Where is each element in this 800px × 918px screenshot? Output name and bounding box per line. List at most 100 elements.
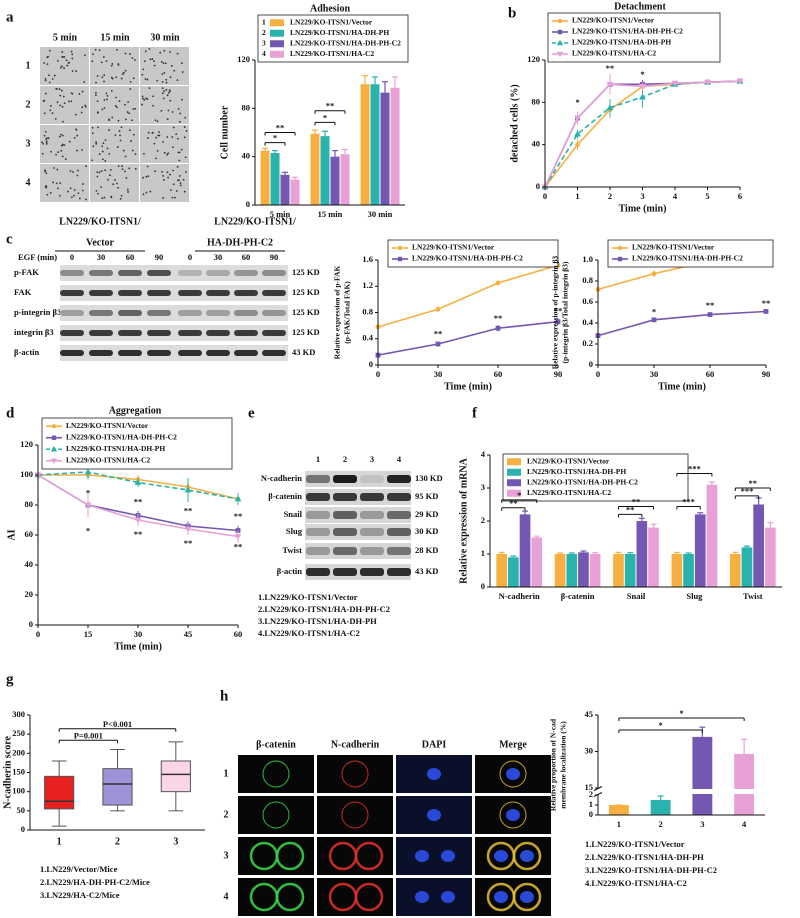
x-tick-label: β-catenin	[561, 591, 595, 601]
cell-dot	[46, 193, 49, 196]
y-tick-label: 100	[12, 786, 25, 796]
cell-dot	[104, 139, 107, 142]
blot-subgroup: HA-DH-PH-C2	[207, 237, 273, 248]
blot-band	[387, 511, 411, 519]
y-tick-label: 60	[25, 529, 34, 539]
blot-band	[118, 290, 142, 296]
legend-swatch	[507, 489, 521, 497]
significance-label: *	[86, 488, 90, 498]
micrograph	[90, 86, 139, 124]
marker	[84, 502, 92, 509]
marker	[651, 271, 657, 277]
x-tick-label: 4	[673, 191, 678, 201]
blot-band	[387, 475, 411, 483]
cell-dot	[162, 62, 165, 64]
y-tick-label: 80	[25, 499, 34, 509]
y-tick-label: 40	[532, 139, 541, 149]
cell-dot	[49, 109, 52, 112]
nucleus	[494, 891, 508, 903]
chart-title: Adhesion	[310, 3, 350, 14]
cell-dot	[80, 111, 83, 114]
blot-band	[234, 330, 258, 336]
bar	[270, 153, 280, 205]
cell-dot	[54, 117, 57, 120]
blot-band	[206, 350, 230, 356]
cell-dot	[114, 105, 117, 107]
bar	[531, 537, 543, 587]
cell-dot	[103, 196, 106, 199]
blot-band	[147, 310, 171, 316]
legend-label: LN229/KO-ITSN1/HA-C2	[66, 455, 150, 464]
x-tick-label: Twist	[743, 591, 763, 601]
cell-dot	[70, 196, 73, 199]
cell-dot	[165, 78, 168, 81]
cell-dot	[177, 107, 180, 110]
cell-dot	[155, 136, 158, 139]
bar	[370, 84, 380, 205]
cell-dot	[167, 109, 170, 112]
cell-dot	[128, 112, 131, 115]
cell-dot	[47, 137, 50, 140]
cell	[341, 760, 369, 788]
cell-dot	[117, 64, 120, 66]
cell-dot	[115, 76, 118, 79]
cell-dot	[92, 53, 94, 56]
cell-dot	[185, 129, 188, 132]
cell-dot	[42, 142, 45, 145]
y-axis-label: Relative expression of mRNA	[458, 457, 469, 583]
x-axis-label: Time (min)	[114, 641, 162, 652]
y-tick-label: 0	[589, 809, 593, 819]
x-tick-label: 60	[234, 629, 243, 639]
cell-dot	[100, 61, 103, 64]
nucleus	[520, 850, 534, 862]
cell-dot	[155, 157, 157, 160]
cell-dot	[45, 186, 48, 189]
legend-swatch	[270, 40, 284, 48]
blot-band	[60, 270, 84, 276]
blot-band	[206, 310, 230, 316]
y-tick-label: 0	[536, 181, 540, 191]
bar	[764, 527, 776, 587]
lane-label: 2	[343, 454, 347, 464]
micrograph	[90, 47, 139, 85]
y-tick-label: 1.0	[582, 254, 593, 264]
cell-dot	[100, 170, 103, 172]
lane-label: 3	[370, 454, 374, 464]
y-tick-label: 0.2	[582, 338, 593, 348]
cell-dot	[173, 69, 176, 72]
cell-dot	[183, 126, 186, 128]
x-tick-label: 30	[650, 369, 659, 379]
blot-band	[89, 290, 113, 296]
micrograph	[40, 164, 89, 202]
cell-dot	[122, 71, 125, 74]
blot-band	[89, 270, 113, 276]
significance-label: **	[234, 511, 243, 521]
blot-band	[262, 290, 286, 296]
significance-label: *	[640, 69, 644, 79]
x-tick-label: 2	[115, 836, 120, 847]
legend-label: LN229/KO-ITSN1/HA-DH-PH-C2	[66, 432, 177, 441]
blot-note: 1.LN229/KO-ITSN1/Vector	[258, 592, 358, 602]
cell-dot	[152, 95, 155, 98]
x-axis-label: Time (min)	[619, 203, 667, 214]
micrograph	[140, 86, 189, 124]
cell-dot	[97, 111, 99, 114]
cell-dot	[110, 64, 113, 67]
x-tick-label: 2	[608, 191, 612, 201]
y-tick-label: 0	[481, 581, 485, 591]
cell-dot	[111, 63, 114, 65]
cell-dot	[48, 74, 50, 77]
row-label: 3	[26, 138, 31, 149]
cell-dot	[164, 62, 167, 65]
cell-dot	[114, 134, 117, 137]
panel-label: h	[220, 688, 229, 704]
significance-label: **	[326, 101, 335, 111]
cell-dot	[111, 116, 114, 119]
cell	[512, 841, 542, 871]
cell-dot	[166, 136, 169, 138]
bar	[310, 133, 320, 205]
bar	[554, 554, 566, 587]
cell-dot	[56, 60, 59, 62]
egf-label: EGF (min)	[18, 252, 57, 262]
marker	[184, 526, 192, 533]
